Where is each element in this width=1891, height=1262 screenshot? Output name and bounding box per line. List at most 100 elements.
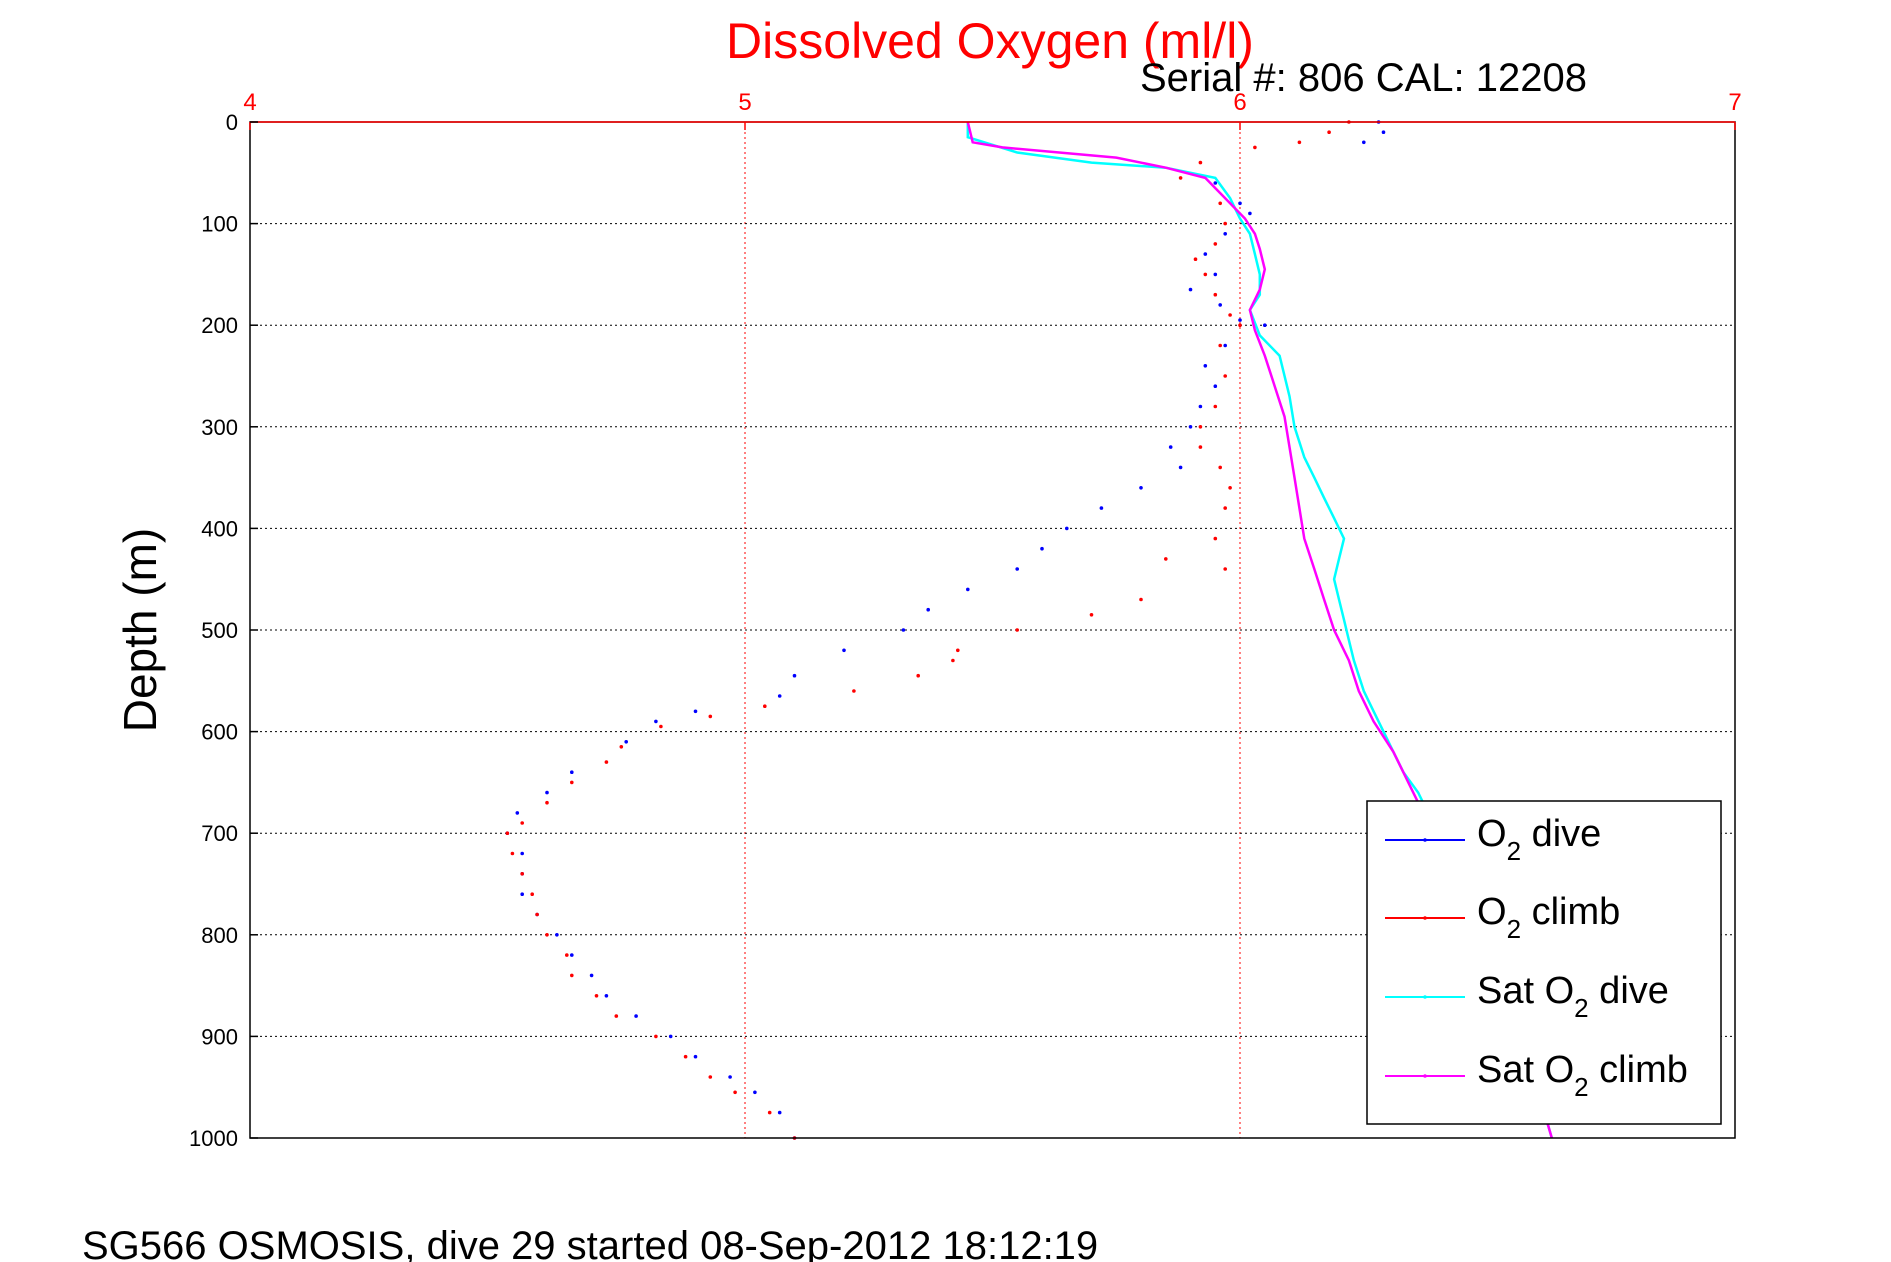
y-tick-label: 300 — [201, 415, 238, 440]
o2-climb-point — [594, 994, 599, 998]
o2-climb-point — [1178, 176, 1183, 180]
o2-climb-point — [1203, 272, 1208, 277]
legend-box — [1366, 800, 1722, 1125]
o2-climb-point — [1089, 613, 1094, 617]
o2-dive-point — [1248, 211, 1252, 216]
plot-grid — [250, 122, 1735, 1138]
o2-climb-point — [619, 745, 624, 749]
y-axis-label: Depth (m) — [114, 528, 166, 732]
legend-marker — [1423, 916, 1427, 920]
o2-dive-point — [570, 953, 574, 957]
legend-label: Sat O2 dive — [1477, 970, 1669, 1023]
o2-climb-point — [852, 689, 856, 693]
o2-dive-point — [1188, 425, 1193, 429]
legend-items: O2 dive O2 climb Sat O2 dive Sat O2 climb — [1385, 813, 1688, 1102]
o2-climb-point — [708, 714, 713, 719]
o2-climb-point — [530, 892, 534, 896]
o2-climb-series — [505, 120, 1351, 1140]
legend-label: O2 dive — [1477, 813, 1601, 866]
o2-dive-point — [1065, 526, 1069, 531]
o2-dive-point — [654, 719, 658, 724]
o2-dive-point — [1238, 318, 1242, 322]
o2-climb-point — [570, 780, 574, 785]
o2-climb-point — [1297, 140, 1302, 145]
y-tick-label: 1000 — [189, 1126, 238, 1151]
o2-dive-point — [966, 587, 970, 592]
o2-dive-point — [1040, 546, 1044, 551]
o2-climb-point — [956, 648, 960, 653]
o2-dive-series — [505, 120, 1386, 1140]
o2-climb-point — [545, 800, 549, 805]
y-tick-label: 600 — [201, 720, 238, 745]
y-tick-label: 200 — [201, 313, 238, 338]
o2-climb-point — [951, 658, 955, 663]
legend-item-o2-climb: O2 climb — [1385, 891, 1620, 944]
o2-climb-point — [659, 724, 663, 729]
o2-dive-point — [1381, 130, 1386, 134]
legend-marker — [1423, 838, 1427, 842]
legend-label: O2 climb — [1477, 891, 1620, 944]
o2-climb-point — [1213, 404, 1218, 409]
y-tick-label: 700 — [201, 821, 238, 846]
o2-dive-point — [1223, 343, 1227, 348]
o2-dive-point — [1362, 140, 1366, 145]
o2-climb-point — [1193, 257, 1198, 262]
o2-climb-point — [535, 912, 539, 917]
o2-climb-point — [570, 973, 574, 978]
y-tick-label: 400 — [201, 516, 238, 541]
o2-dive-point — [1178, 465, 1183, 470]
o2-dive-point — [1099, 506, 1104, 510]
o2-dive-point — [1188, 287, 1193, 292]
o2-climb-point — [1164, 557, 1168, 561]
o2-climb-point — [1228, 313, 1232, 317]
o2-climb-point — [1223, 374, 1227, 378]
o2-climb-point — [763, 704, 767, 708]
y-tick-label: 0 — [226, 110, 238, 135]
o2-dive-point — [1168, 445, 1173, 449]
y-tick-label: 100 — [201, 212, 238, 237]
o2-climb-point — [1327, 130, 1331, 134]
o2-dive-point — [1218, 303, 1222, 307]
o2-climb-point — [1139, 597, 1143, 602]
o2-climb-point — [1218, 465, 1222, 470]
o2-dive-point — [668, 1034, 673, 1039]
legend-marker — [1423, 995, 1427, 999]
o2-dive-point — [693, 1054, 698, 1059]
legend-item-sat-o2-climb: Sat O2 climb — [1385, 1049, 1688, 1102]
o2-dive-point — [520, 892, 524, 896]
o2-climb-point — [1218, 343, 1222, 348]
o2-climb-point — [654, 1034, 658, 1039]
y-tick-label: 500 — [201, 618, 238, 643]
o2-dive-point — [570, 770, 574, 774]
o2-climb-point — [1238, 323, 1242, 328]
o2-dive-point — [792, 673, 797, 678]
o2-dive-point — [1223, 232, 1227, 236]
o2-dive-point — [1238, 201, 1242, 206]
y-tick-label: 900 — [201, 1024, 238, 1049]
o2-dive-point — [753, 1090, 757, 1095]
chart-subtitle: Serial #: 806 CAL: 12208 — [1140, 56, 1587, 100]
o2-dive-point — [1263, 323, 1267, 328]
x-axis-ticks: 4 5 6 7 — [243, 89, 1742, 130]
o2-climb-point — [520, 872, 524, 876]
o2-climb-point — [1213, 292, 1218, 297]
o2-climb-point — [1213, 242, 1218, 246]
o2-climb-point — [1198, 425, 1203, 429]
o2-dive-point — [520, 851, 524, 856]
footer-caption: SG566 OSMOSIS, dive 29 started 08-Sep-20… — [82, 1224, 1098, 1262]
o2-dive-point — [777, 694, 782, 698]
o2-dive-point — [901, 628, 906, 632]
chart-title: Dissolved Oxygen (ml/l) — [726, 13, 1254, 69]
o2-climb-point — [1015, 628, 1019, 632]
o2-climb-point — [505, 831, 510, 835]
x-tick-label: 5 — [738, 89, 751, 116]
legend-label: Sat O2 climb — [1477, 1049, 1688, 1102]
o2-dive-point — [728, 1075, 732, 1079]
o2-climb-point — [916, 673, 920, 678]
o2-dive-point — [693, 709, 698, 714]
o2-dive-point — [926, 607, 930, 612]
o2-dive-point — [634, 1014, 638, 1018]
x-tick-label: 6 — [1233, 89, 1246, 116]
o2-climb-point — [565, 953, 569, 957]
o2-climb-point — [1253, 145, 1257, 150]
